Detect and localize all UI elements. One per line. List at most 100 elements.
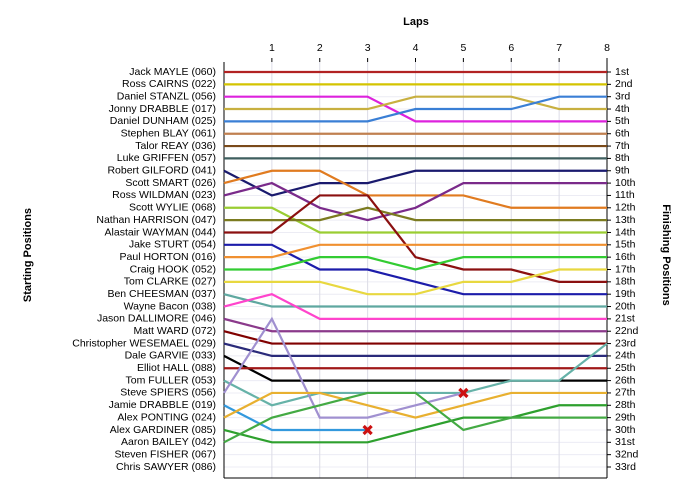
y2-tick-label: 2nd (615, 78, 633, 90)
series-line (223, 391, 607, 444)
series-line (223, 330, 607, 345)
y-tick-label: Ross WILDMAN (023) (112, 189, 216, 201)
series-line (223, 169, 607, 209)
y2-tick-label: 16th (615, 251, 636, 263)
y-tick-label: Chris SAWYER (086) (116, 461, 216, 473)
y-tick-label: Alastair WAYMAN (044) (105, 226, 216, 238)
x-tick-label: 7 (556, 42, 562, 54)
x-tick-label: 5 (460, 42, 466, 54)
y2-tick-label: 5th (615, 115, 630, 127)
series-line (224, 95, 607, 111)
y2-tick-label: 13th (615, 214, 636, 226)
y-tick-label: Daniel STANZL (056) (117, 90, 216, 102)
y2-tick-label: 20th (615, 300, 636, 312)
y2-tick-label: 28th (615, 399, 636, 411)
y2-tick-label: 18th (615, 276, 636, 288)
y2-tick-label: 31st (615, 436, 635, 448)
y2-tick-label: 26th (615, 374, 636, 386)
retired-marker (458, 387, 469, 399)
x-tick-label: 8 (604, 42, 610, 54)
y-tick-label: Tom CLARKE (027) (124, 276, 216, 288)
y2-tick-label: 19th (615, 288, 636, 300)
y-tick-label: Matt WARD (072) (134, 325, 216, 337)
y-tick-label: Luke GRIFFEN (057) (117, 152, 216, 164)
y-tick-label: Wayne Bacon (038) (124, 300, 216, 312)
y-tick-label: Elliot HALL (088) (137, 362, 216, 374)
series-line (223, 391, 607, 419)
series-line (224, 206, 607, 234)
y2-tick-label: 10th (615, 177, 636, 189)
series-line (224, 194, 607, 283)
y2-tick-label: 21st (615, 313, 635, 325)
y2-tick-label: 32nd (615, 448, 639, 460)
retired-marker (362, 424, 373, 436)
y-tick-label: Steven FISHER (067) (114, 448, 216, 460)
y2-tick-label: 25th (615, 362, 636, 374)
y-tick-label: Jake STURT (054) (129, 239, 216, 251)
y-tick-label: Jonny DRABBLE (017) (109, 103, 216, 115)
series-line (223, 342, 607, 358)
y-tick-label: Jamie DRABBLE (019) (109, 399, 216, 411)
y2-tick-label: 4th (615, 103, 630, 115)
y-tick-label: Scott WYLIE (068) (129, 202, 216, 214)
y-tick-label: Alex PONTING (024) (117, 411, 216, 423)
y-tick-label: Craig HOOK (052) (130, 263, 216, 275)
y2-tick-label: 27th (615, 387, 636, 399)
series-line (223, 316, 464, 419)
y2-tick-label: 15th (615, 239, 636, 251)
y-tick-label: Ross CAIRNS (022) (122, 78, 216, 90)
series-line (223, 293, 607, 308)
y2-tick-label: 23rd (615, 337, 636, 349)
series-line (223, 404, 368, 432)
y2-axis-label: Finishing Positions (660, 204, 672, 305)
x-tick-label: 2 (317, 42, 323, 54)
y-tick-label: Daniel DUNHAM (025) (110, 115, 216, 127)
y2-tick-label: 30th (615, 424, 636, 436)
y2-tick-label: 17th (615, 263, 636, 275)
y2-tick-label: 6th (615, 128, 630, 140)
x-tick-label: 6 (508, 42, 514, 54)
y-tick-label: Jason DALLIMORE (046) (97, 313, 216, 325)
y-tick-label: Robert GILFORD (041) (107, 165, 216, 177)
y2-tick-label: 33rd (615, 461, 636, 473)
series-line (223, 404, 607, 444)
y-tick-label: Paul HORTON (016) (120, 251, 216, 263)
y-tick-label: Dale GARVIE (033) (125, 350, 216, 362)
y2-tick-label: 14th (615, 226, 636, 238)
y-tick-label: Scott SMART (026) (125, 177, 216, 189)
y2-tick-label: 22nd (615, 325, 639, 337)
y-tick-label: Nathan HARRISON (047) (96, 214, 216, 226)
y-tick-label: Tom FULLER (053) (126, 374, 216, 386)
x-tick-label: 3 (365, 42, 371, 54)
y-tick-label: Stephen BLAY (061) (121, 128, 216, 140)
series-line (224, 95, 607, 123)
y2-tick-label: 24th (615, 350, 636, 362)
x-tick-label: 4 (413, 42, 419, 54)
y2-tick-label: 11th (615, 189, 635, 201)
series-line (224, 256, 607, 271)
y2-tick-label: 29th (615, 411, 636, 423)
y-tick-label: Christopher WESEMAEL (029) (72, 337, 216, 349)
series-line (223, 317, 607, 333)
x-tick-label: 1 (269, 42, 275, 54)
y2-tick-label: 7th (615, 140, 630, 152)
y-tick-label: Aaron BAILEY (042) (121, 436, 216, 448)
series-line (223, 293, 607, 320)
y-tick-label: Jack MAYLE (060) (129, 66, 216, 78)
y2-tick-label: 9th (615, 165, 630, 177)
y-tick-label: Steve SPIERS (056) (120, 387, 216, 399)
y2-tick-label: 12th (615, 202, 636, 214)
y-axis-label: Starting Positions (22, 208, 34, 302)
y2-tick-label: 8th (615, 152, 630, 164)
y2-tick-label: 3rd (615, 90, 630, 102)
y-tick-label: Alex GARDINER (085) (110, 424, 216, 436)
series-line (224, 243, 607, 259)
y-tick-label: Ben CHEESMAN (037) (107, 288, 216, 300)
series-line (223, 181, 607, 222)
y-tick-label: Talor REAY (036) (135, 140, 216, 152)
series-line (224, 268, 607, 296)
y2-tick-label: 1st (615, 66, 629, 78)
chart-title: Laps (403, 16, 429, 28)
